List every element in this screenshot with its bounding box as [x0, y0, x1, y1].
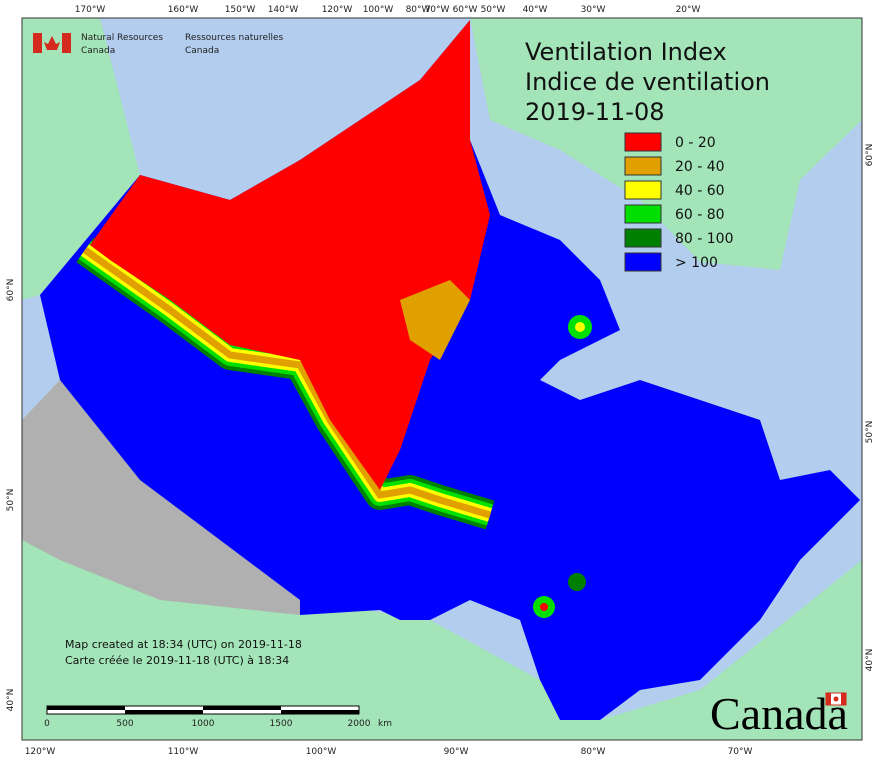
- graticule-label: 140°W: [268, 5, 299, 15]
- legend-swatch: [624, 156, 662, 176]
- graticule-label: 100°W: [363, 5, 394, 15]
- scale-label: 1000: [192, 719, 215, 729]
- legend-label: 80 - 100: [675, 231, 734, 247]
- greenland: [470, 18, 862, 270]
- hotspot: [575, 322, 585, 332]
- title: Indice de ventilation: [525, 68, 770, 96]
- footer: Map created at 18:34 (UTC) on 2019-11-18: [65, 638, 302, 651]
- agency-name: Ressources naturelles: [185, 33, 284, 43]
- graticule-label: 80°W: [581, 747, 606, 757]
- usa: [22, 380, 862, 740]
- graticule-label: 170°W: [75, 5, 106, 15]
- legend-label: 20 - 40: [675, 159, 725, 175]
- graticule-label: 40°W: [523, 5, 548, 15]
- legend-swatch: [624, 132, 662, 152]
- graticule-label: 40°N: [6, 689, 16, 712]
- wordmark: Canada: [710, 688, 848, 739]
- date: 2019-11-08: [525, 98, 664, 126]
- hotspot: [568, 573, 586, 591]
- graticule-label: 150°W: [225, 5, 256, 15]
- graticule-label: 60°N: [865, 144, 875, 167]
- graticule-label: 60°N: [6, 279, 16, 302]
- legend-label: 0 - 20: [675, 135, 716, 151]
- graticule-label: 40°N: [865, 649, 875, 672]
- agency-name: Canada: [81, 46, 115, 56]
- graticule-label: 80°W: [406, 5, 431, 15]
- legend-swatch: [624, 204, 662, 224]
- title: Ventilation Index: [525, 38, 727, 66]
- alaska: [22, 18, 140, 300]
- legend-swatch: [624, 228, 662, 248]
- graticule-label: 50°N: [865, 421, 875, 444]
- red-zone: [90, 20, 490, 490]
- graticule-label: 70°W: [425, 5, 450, 15]
- graticule-label: 20°W: [676, 5, 701, 15]
- agency-name: Natural Resources: [81, 33, 163, 43]
- legend-label: > 100: [675, 255, 718, 271]
- graticule-label: 120°W: [25, 747, 56, 757]
- graticule-label: 120°W: [322, 5, 353, 15]
- scale-label: 500: [116, 719, 133, 729]
- graticule-label: 100°W: [306, 747, 337, 757]
- graticule-label: 70°W: [728, 747, 753, 757]
- legend-swatch: [624, 252, 662, 272]
- orange-zone: [400, 280, 470, 360]
- scale-label: 2000: [348, 719, 371, 729]
- scale-label: 1500: [270, 719, 293, 729]
- legend-swatch: [624, 180, 662, 200]
- frame: [21, 17, 863, 741]
- no-data-area: [22, 380, 300, 615]
- footer: Carte créée le 2019-11-18 (UTC) à 18:34: [65, 654, 289, 667]
- scale-bar: [46, 705, 360, 715]
- nrcan-logo: [33, 33, 71, 53]
- agency-name: Canada: [185, 46, 219, 56]
- hotspot: [540, 603, 548, 611]
- scale-unit: km: [378, 719, 392, 729]
- graticule-label: 60°W: [453, 5, 478, 15]
- legend-label: 40 - 60: [675, 183, 725, 199]
- graticule-label: 90°W: [444, 747, 469, 757]
- scale-label: 0: [44, 719, 50, 729]
- graticule-label: 50°W: [481, 5, 506, 15]
- map-area: [22, 18, 862, 740]
- wordmark-flag: [825, 692, 847, 706]
- graticule-label: 30°W: [581, 5, 606, 15]
- graticule-label: 110°W: [168, 747, 199, 757]
- graticule-label: 160°W: [168, 5, 199, 15]
- legend-label: 60 - 80: [675, 207, 725, 223]
- graticule-label: 50°N: [6, 489, 16, 512]
